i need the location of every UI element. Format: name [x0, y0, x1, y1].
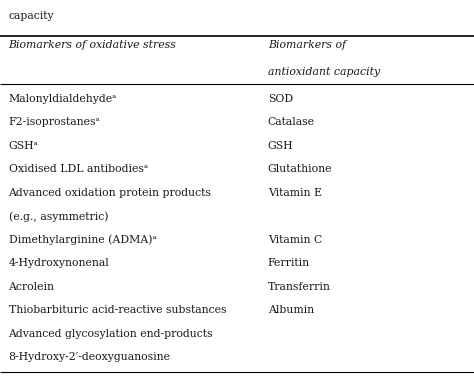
Text: Biomarkers of oxidative stress: Biomarkers of oxidative stress [9, 40, 176, 50]
Text: GSHᵃ: GSHᵃ [9, 141, 38, 150]
Text: Biomarkers of: Biomarkers of [268, 40, 346, 50]
Text: Thiobarbituric acid-reactive substances: Thiobarbituric acid-reactive substances [9, 305, 226, 315]
Text: Vitamin C: Vitamin C [268, 235, 322, 244]
Text: Malonyldialdehydeᵃ: Malonyldialdehydeᵃ [9, 94, 117, 103]
Text: Albumin: Albumin [268, 305, 314, 315]
Text: 8-Hydroxy-2′-deoxyguanosine: 8-Hydroxy-2′-deoxyguanosine [9, 352, 171, 362]
Text: Glutathione: Glutathione [268, 164, 332, 174]
Text: Dimethylarginine (ADMA)ᵃ: Dimethylarginine (ADMA)ᵃ [9, 235, 156, 245]
Text: F2-isoprostanesᵃ: F2-isoprostanesᵃ [9, 117, 100, 127]
Text: Advanced oxidation protein products: Advanced oxidation protein products [9, 188, 211, 197]
Text: Oxidised LDL antibodiesᵃ: Oxidised LDL antibodiesᵃ [9, 164, 148, 174]
Text: Advanced glycosylation end-products: Advanced glycosylation end-products [9, 329, 213, 338]
Text: GSH: GSH [268, 141, 293, 150]
Text: Acrolein: Acrolein [9, 282, 55, 291]
Text: Transferrin: Transferrin [268, 282, 331, 291]
Text: 4-Hydroxynonenal: 4-Hydroxynonenal [9, 258, 109, 268]
Text: Ferritin: Ferritin [268, 258, 310, 268]
Text: Catalase: Catalase [268, 117, 315, 127]
Text: (e.g., asymmetric): (e.g., asymmetric) [9, 211, 108, 222]
Text: antioxidant capacity: antioxidant capacity [268, 67, 380, 77]
Text: SOD: SOD [268, 94, 293, 103]
Text: Vitamin E: Vitamin E [268, 188, 322, 197]
Text: capacity: capacity [9, 11, 54, 21]
